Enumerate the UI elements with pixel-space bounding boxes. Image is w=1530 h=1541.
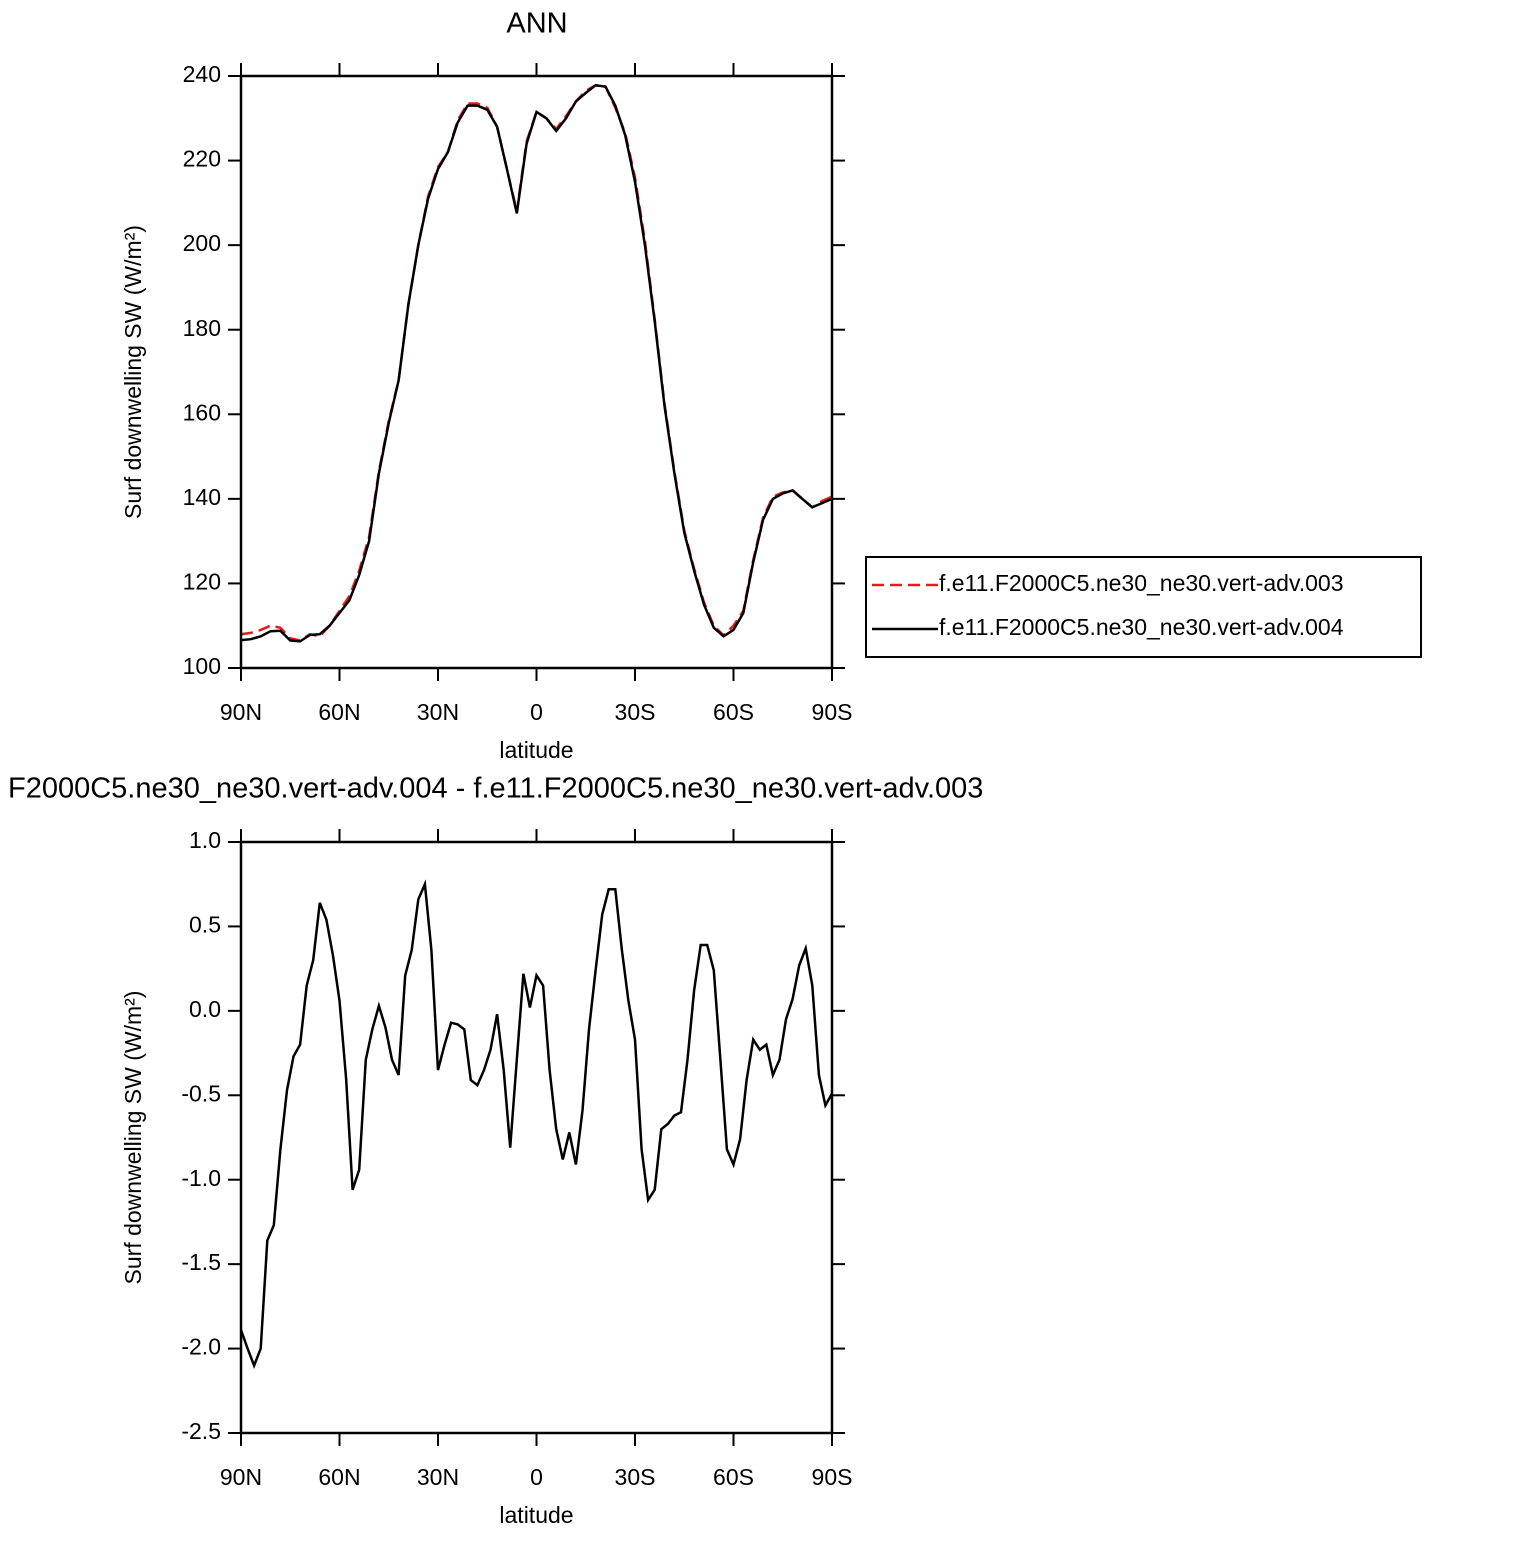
y-tick-label: 200 [183, 230, 221, 256]
plot-frame [239, 74, 834, 670]
x-tick-label: 60N [318, 699, 360, 725]
y-tick-label: -1.5 [181, 1249, 221, 1275]
y-tick-label: 140 [183, 484, 221, 510]
x-axis-label: latitude [499, 737, 573, 763]
x-tick-label: 30N [417, 699, 459, 725]
x-tick-label: 30S [615, 699, 656, 725]
y-tick-label: -1.0 [181, 1165, 221, 1191]
x-tick-label: 60S [713, 1464, 754, 1490]
legend-box [865, 556, 1422, 658]
x-tick-label: 60S [713, 699, 754, 725]
y-tick-label: 120 [183, 569, 221, 595]
x-tick-label: 60N [318, 1464, 360, 1490]
data-line [240, 83, 833, 643]
x-tick-label: 90S [812, 1464, 853, 1490]
y-axis-label: Surf downwelling SW (W/m²) [120, 225, 146, 519]
y-tick-label: 0.5 [189, 912, 221, 938]
y-tick-label: 240 [183, 61, 221, 87]
y-tick-label: 160 [183, 399, 221, 425]
x-tick-label: 0 [530, 1464, 543, 1490]
y-tick-label: 0.0 [189, 996, 221, 1022]
y-tick-label: 100 [183, 653, 221, 679]
y-tick-label: 220 [183, 146, 221, 172]
y-tick-label: -2.5 [181, 1418, 221, 1444]
legend-label: f.e11.F2000C5.ne30_ne30.vert-adv.003 [939, 570, 1344, 596]
y-tick-label: -0.5 [181, 1080, 221, 1106]
data-line [240, 84, 833, 642]
plot-frame [239, 840, 834, 1435]
x-tick-label: 90N [220, 1464, 262, 1490]
x-axis-label: latitude [499, 1502, 573, 1528]
y-axis-label: Surf downwelling SW (W/m²) [120, 991, 146, 1285]
x-tick-label: 90S [812, 699, 853, 725]
x-tick-label: 90N [220, 699, 262, 725]
x-tick-label: 0 [530, 699, 543, 725]
chart-title: F2000C5.ne30_ne30.vert-adv.004 - f.e11.F… [8, 773, 983, 805]
y-tick-label: 1.0 [189, 827, 221, 853]
legend-label: f.e11.F2000C5.ne30_ne30.vert-adv.004 [939, 614, 1344, 640]
y-tick-label: -2.0 [181, 1334, 221, 1360]
chart-title: ANN [506, 8, 567, 40]
x-tick-label: 30N [417, 1464, 459, 1490]
data-line [239, 879, 834, 1369]
x-tick-label: 30S [615, 1464, 656, 1490]
y-tick-label: 180 [183, 315, 221, 341]
